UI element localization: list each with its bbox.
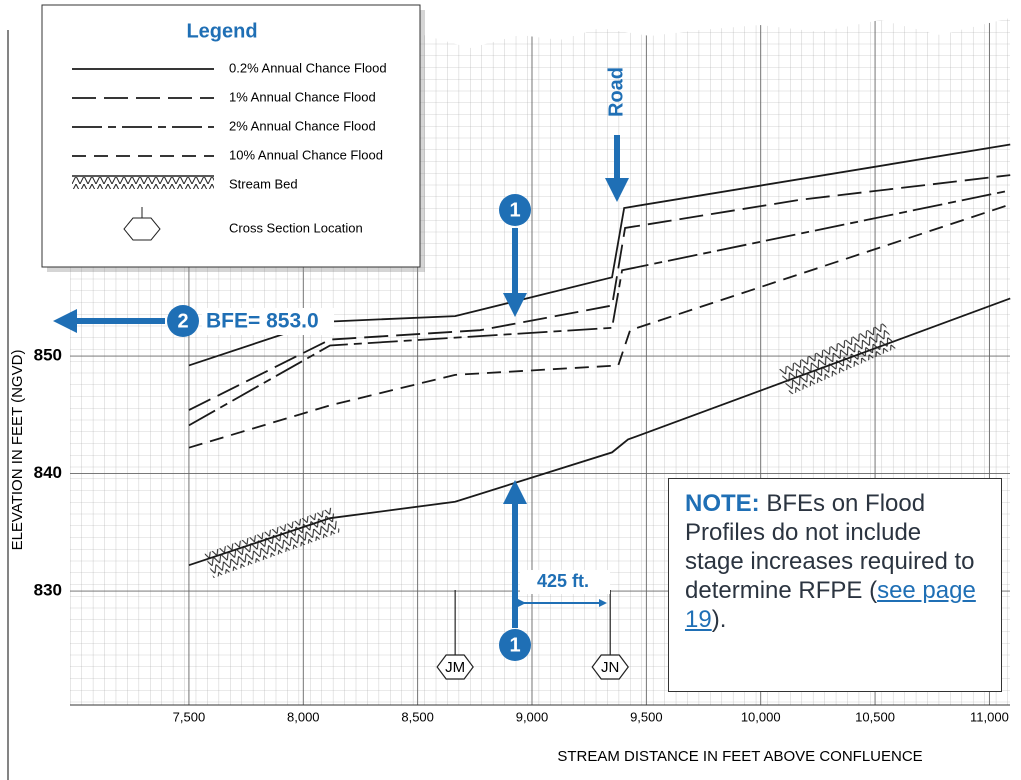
legend-label: Stream Bed — [229, 176, 298, 191]
marker-label: 2 — [177, 310, 188, 332]
legend — [41, 4, 421, 268]
x-tick-label: 10,000 — [741, 709, 781, 724]
cross-section-hexagon — [436, 654, 474, 680]
legend-label: 10% Annual Chance Flood — [229, 147, 383, 162]
label-bg — [202, 308, 334, 335]
x-tick-label: 7,500 — [173, 709, 206, 724]
cross-section-label: JM — [445, 659, 465, 676]
x-tick-label: 9,000 — [516, 709, 549, 724]
note-title: NOTE: — [685, 490, 760, 517]
legend-stream-bed-hatch — [72, 177, 214, 189]
legend-label: Cross Section Location — [229, 220, 363, 235]
legend-label: 2% Annual Chance Flood — [229, 118, 376, 133]
legend-label: 0.2% Annual Chance Flood — [229, 60, 387, 75]
legend-label: 1% Annual Chance Flood — [229, 89, 376, 104]
x-tick-label: 11,000 — [970, 709, 1009, 724]
legend-hexagon — [123, 207, 161, 241]
note-text: BFEs on Flood Profiles do not include st… — [685, 490, 975, 604]
y-tick-label: 850 — [34, 346, 62, 365]
marker — [167, 305, 199, 337]
y-tick-label: 830 — [34, 581, 62, 600]
cross-section-label: JN — [601, 659, 619, 676]
cross-section-hexagon — [591, 654, 629, 680]
marker — [499, 194, 531, 226]
legend-title: Legend — [186, 20, 257, 42]
x-tick-label: 10,500 — [855, 709, 895, 724]
label-bg — [520, 570, 610, 594]
x-axis-label: STREAM DISTANCE IN FEET ABOVE CONFLUENCE — [557, 748, 922, 765]
marker-label: 1 — [509, 634, 520, 656]
series-line — [188, 189, 1011, 427]
note-end: ). — [711, 606, 727, 633]
y-tick-label: 840 — [34, 463, 62, 482]
distance-label: 425 ft. — [537, 571, 589, 591]
stream-bed-hatch — [779, 322, 896, 395]
series-line — [188, 297, 1011, 567]
x-tick-label: 8,500 — [401, 709, 434, 724]
series-line — [188, 203, 1011, 449]
marker — [499, 629, 531, 661]
bfe-label: BFE= 853.0 — [206, 310, 319, 333]
x-tick-label: 8,000 — [287, 709, 320, 724]
x-tick-label: 9,500 — [630, 709, 663, 724]
note-link[interactable]: see page 19 — [685, 577, 976, 633]
y-axis-label: ELEVATION IN FEET (NGVD) — [9, 350, 26, 551]
road-label: Road — [605, 67, 627, 117]
marker-label: 1 — [509, 199, 520, 221]
note: NOTE: BFEs on Flood Profiles do not incl… — [668, 478, 1002, 692]
